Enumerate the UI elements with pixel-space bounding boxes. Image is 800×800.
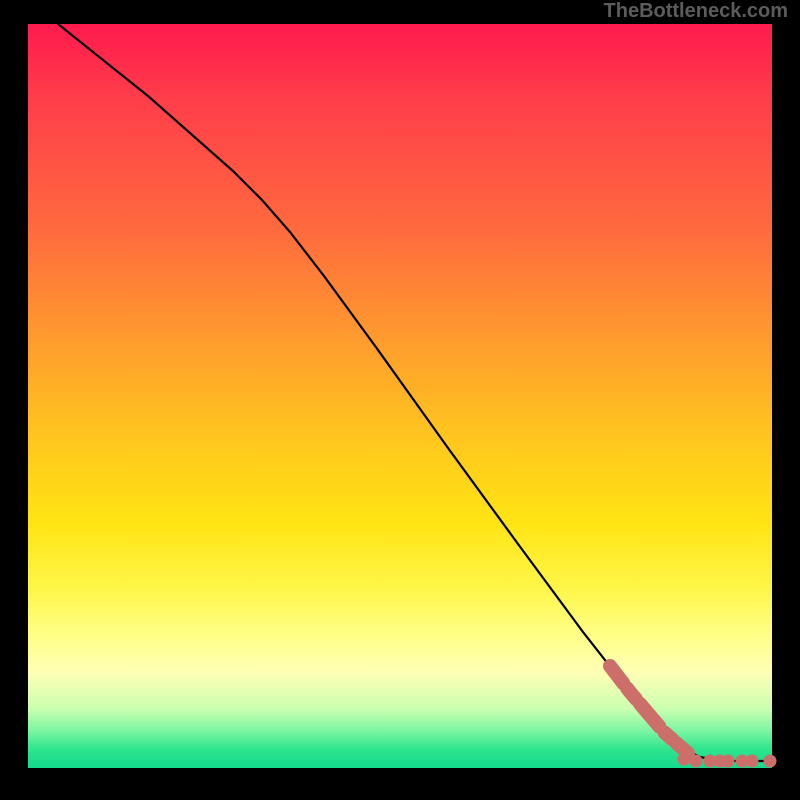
marker-dot	[722, 755, 735, 768]
marker-dot	[690, 755, 703, 768]
plot-svg	[28, 24, 772, 768]
marker-dot	[764, 755, 777, 768]
marker-segment	[610, 666, 688, 753]
main-curve	[58, 24, 772, 761]
marker-dot	[678, 753, 691, 766]
marker-dot	[746, 755, 759, 768]
watermark-text: TheBottleneck.com	[604, 0, 788, 23]
plot-area	[28, 24, 772, 768]
chart-frame: TheBottleneck.com	[0, 0, 800, 800]
